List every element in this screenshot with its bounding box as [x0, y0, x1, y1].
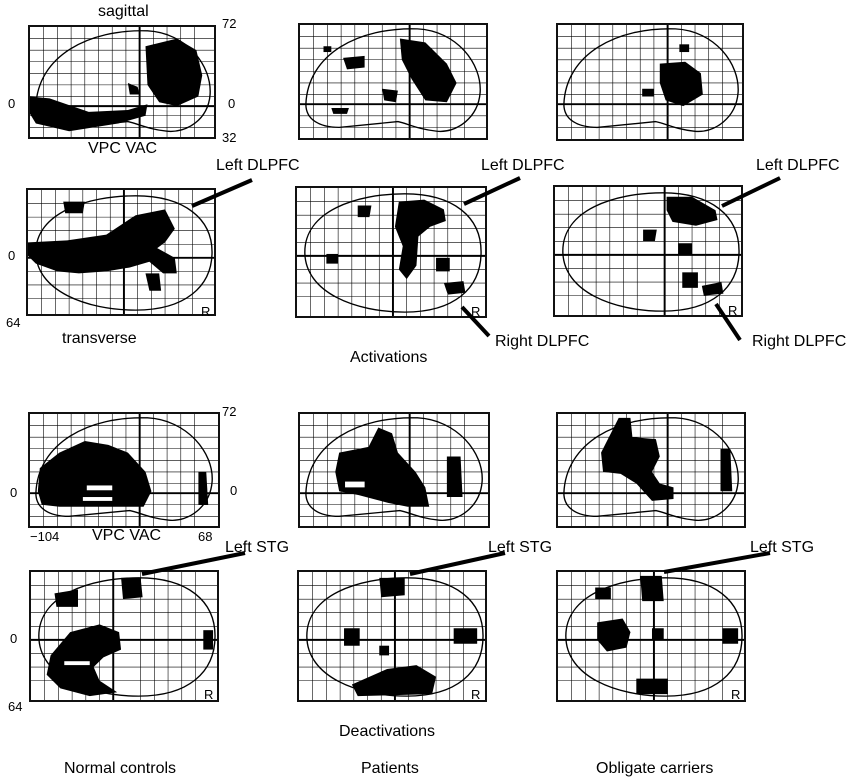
tick-0-top-right: 0: [228, 96, 236, 111]
r-marker: R: [201, 304, 211, 319]
tick-0-bottom-left: 0: [10, 485, 18, 500]
transverse-panel-carriers-activation: [553, 185, 743, 317]
vpc-vac-bottom-label: VPC VAC: [92, 527, 162, 544]
transverse-panel-patients-activation: [295, 186, 487, 318]
sagittal-label: sagittal: [98, 3, 149, 20]
r-marker: R: [728, 303, 738, 318]
tick-68: 68: [198, 529, 213, 544]
left-dlpfc-label-controls: Left DLPFC: [216, 157, 300, 174]
tick-72-bottom: 72: [222, 404, 237, 419]
sagittal-panel-controls-deactivation: [28, 412, 220, 528]
tick-0-bottom-right: 0: [230, 483, 238, 498]
tick-32-top: 32: [222, 130, 237, 145]
column-label-normal-controls: Normal controls: [64, 760, 177, 777]
r-marker: R: [204, 687, 214, 702]
vpc-vac-top-label: VPC VAC: [88, 140, 158, 157]
sagittal-panel-carriers-deactivation: [556, 412, 746, 528]
left-dlpfc-label-carriers: Left DLPFC: [756, 157, 840, 174]
tick-64-trans-top: 64: [6, 315, 21, 330]
tick-72-top: 72: [222, 16, 237, 31]
right-dlpfc-label-carriers: Right DLPFC: [752, 333, 847, 350]
sagittal-panel-patients-activation: [298, 23, 488, 140]
sagittal-panel-patients-deactivation: [298, 412, 490, 528]
column-label-obligate-carriers: Obligate carriers: [596, 760, 714, 777]
tick-64-trans-bottom: 64: [8, 699, 23, 714]
transverse-panel-carriers-deactivation: [556, 570, 746, 702]
right-dlpfc-label-patients: Right DLPFC: [495, 333, 590, 350]
left-stg-label-carriers: Left STG: [750, 539, 815, 556]
sagittal-panel-controls-activation: [28, 25, 216, 139]
tick-0-trans-bottom: 0: [10, 631, 18, 646]
tick-0-trans-top: 0: [8, 248, 16, 263]
left-dlpfc-label-patients: Left DLPFC: [481, 157, 565, 174]
tick-0-top-left: 0: [8, 96, 16, 111]
left-stg-label-patients: Left STG: [488, 539, 553, 556]
r-marker: R: [471, 304, 481, 319]
deactivations-label: Deactivations: [339, 723, 436, 740]
activations-label: Activations: [350, 349, 428, 366]
transverse-panel-controls-activation: [26, 188, 216, 316]
transverse-panel-patients-deactivation: [297, 570, 487, 702]
tick-neg104: −104: [30, 529, 60, 544]
sagittal-panel-carriers-activation: [556, 23, 744, 141]
left-stg-label-controls: Left STG: [225, 539, 290, 556]
transverse-panel-controls-deactivation: [29, 570, 219, 702]
r-marker: R: [471, 687, 481, 702]
column-label-patients: Patients: [361, 760, 419, 777]
r-marker: R: [731, 687, 741, 702]
transverse-label: transverse: [62, 330, 137, 347]
